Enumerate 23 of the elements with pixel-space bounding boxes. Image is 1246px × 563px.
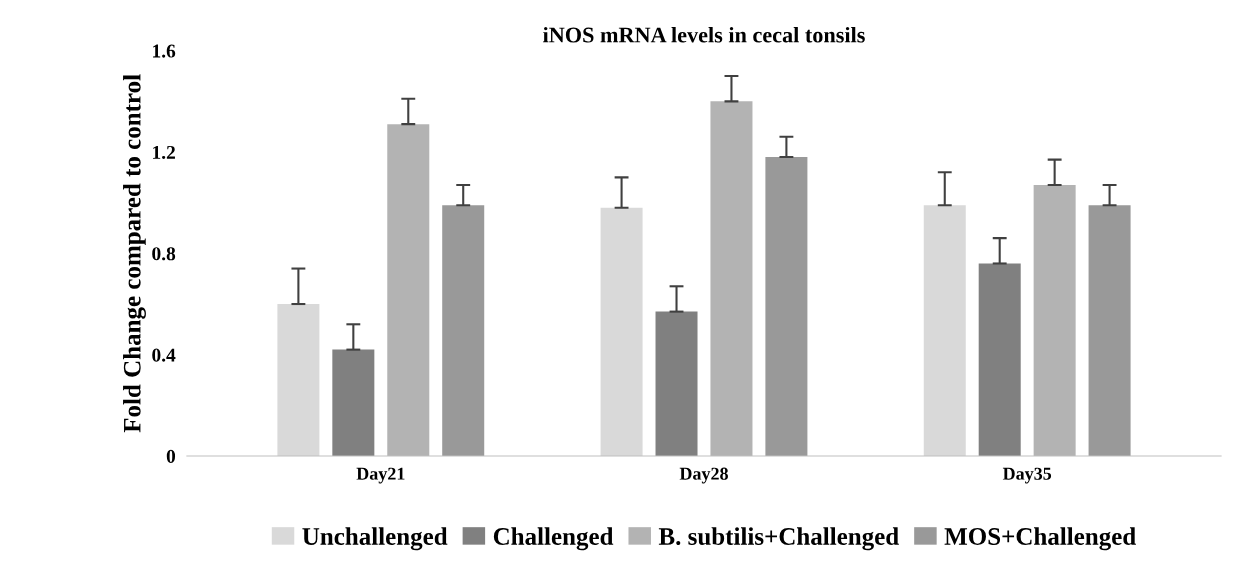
y-tick-label: 0 xyxy=(166,449,176,463)
bar xyxy=(923,205,966,457)
x-tick-label: Day28 xyxy=(679,467,728,484)
y-tick-label: 1.2 xyxy=(153,145,175,160)
bar xyxy=(978,263,1021,457)
x-tick-label: Day35 xyxy=(1002,467,1052,484)
legend-label: MOS+Challenged xyxy=(944,527,1136,551)
bar xyxy=(332,349,375,457)
chart-title: iNOS mRNA levels in cecal tonsils xyxy=(543,26,865,43)
bar xyxy=(765,157,808,457)
y-tick-label: 0.4 xyxy=(152,348,176,362)
legend-label: Unchallenged xyxy=(302,527,448,551)
bar xyxy=(277,304,320,457)
legend-label: Challenged xyxy=(493,527,614,551)
bar xyxy=(442,205,485,457)
bar xyxy=(1088,205,1131,457)
legend-label: B. subtilis+Challenged xyxy=(658,527,899,551)
y-axis-title: Fold Change compared to control xyxy=(123,74,146,433)
bar xyxy=(600,207,643,457)
bar xyxy=(655,311,698,457)
x-tick-label: Day21 xyxy=(356,467,405,484)
y-tick-label: 0.8 xyxy=(152,247,176,261)
y-tick-label: 1.6 xyxy=(153,44,176,58)
